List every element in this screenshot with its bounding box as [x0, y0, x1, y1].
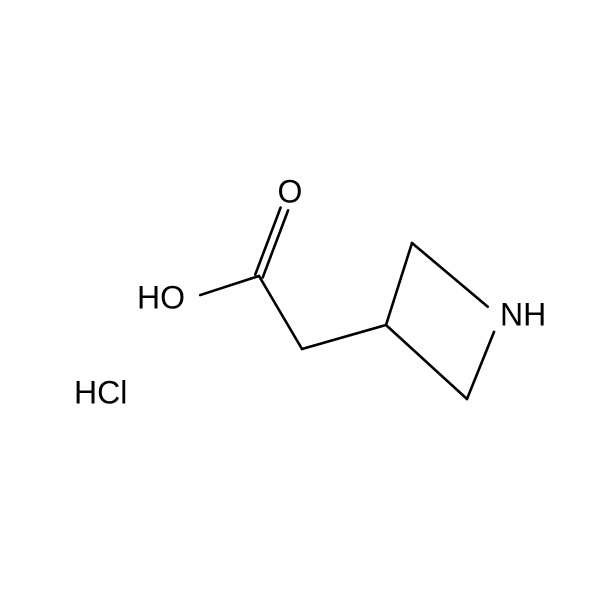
atom-label-o1: O: [278, 173, 303, 209]
bond-line: [467, 332, 494, 399]
molecule-diagram: O HO NH HCl: [0, 0, 600, 600]
atom-label-n: NH: [500, 296, 546, 332]
bond-line: [386, 325, 467, 399]
atom-label-hcl: HCl: [74, 374, 127, 410]
bond-line: [412, 243, 488, 307]
bond-line: [302, 325, 386, 349]
bond-line: [200, 276, 259, 295]
bond-line: [259, 276, 302, 349]
atom-label-o2: HO: [137, 279, 185, 315]
bond-line: [386, 243, 412, 325]
